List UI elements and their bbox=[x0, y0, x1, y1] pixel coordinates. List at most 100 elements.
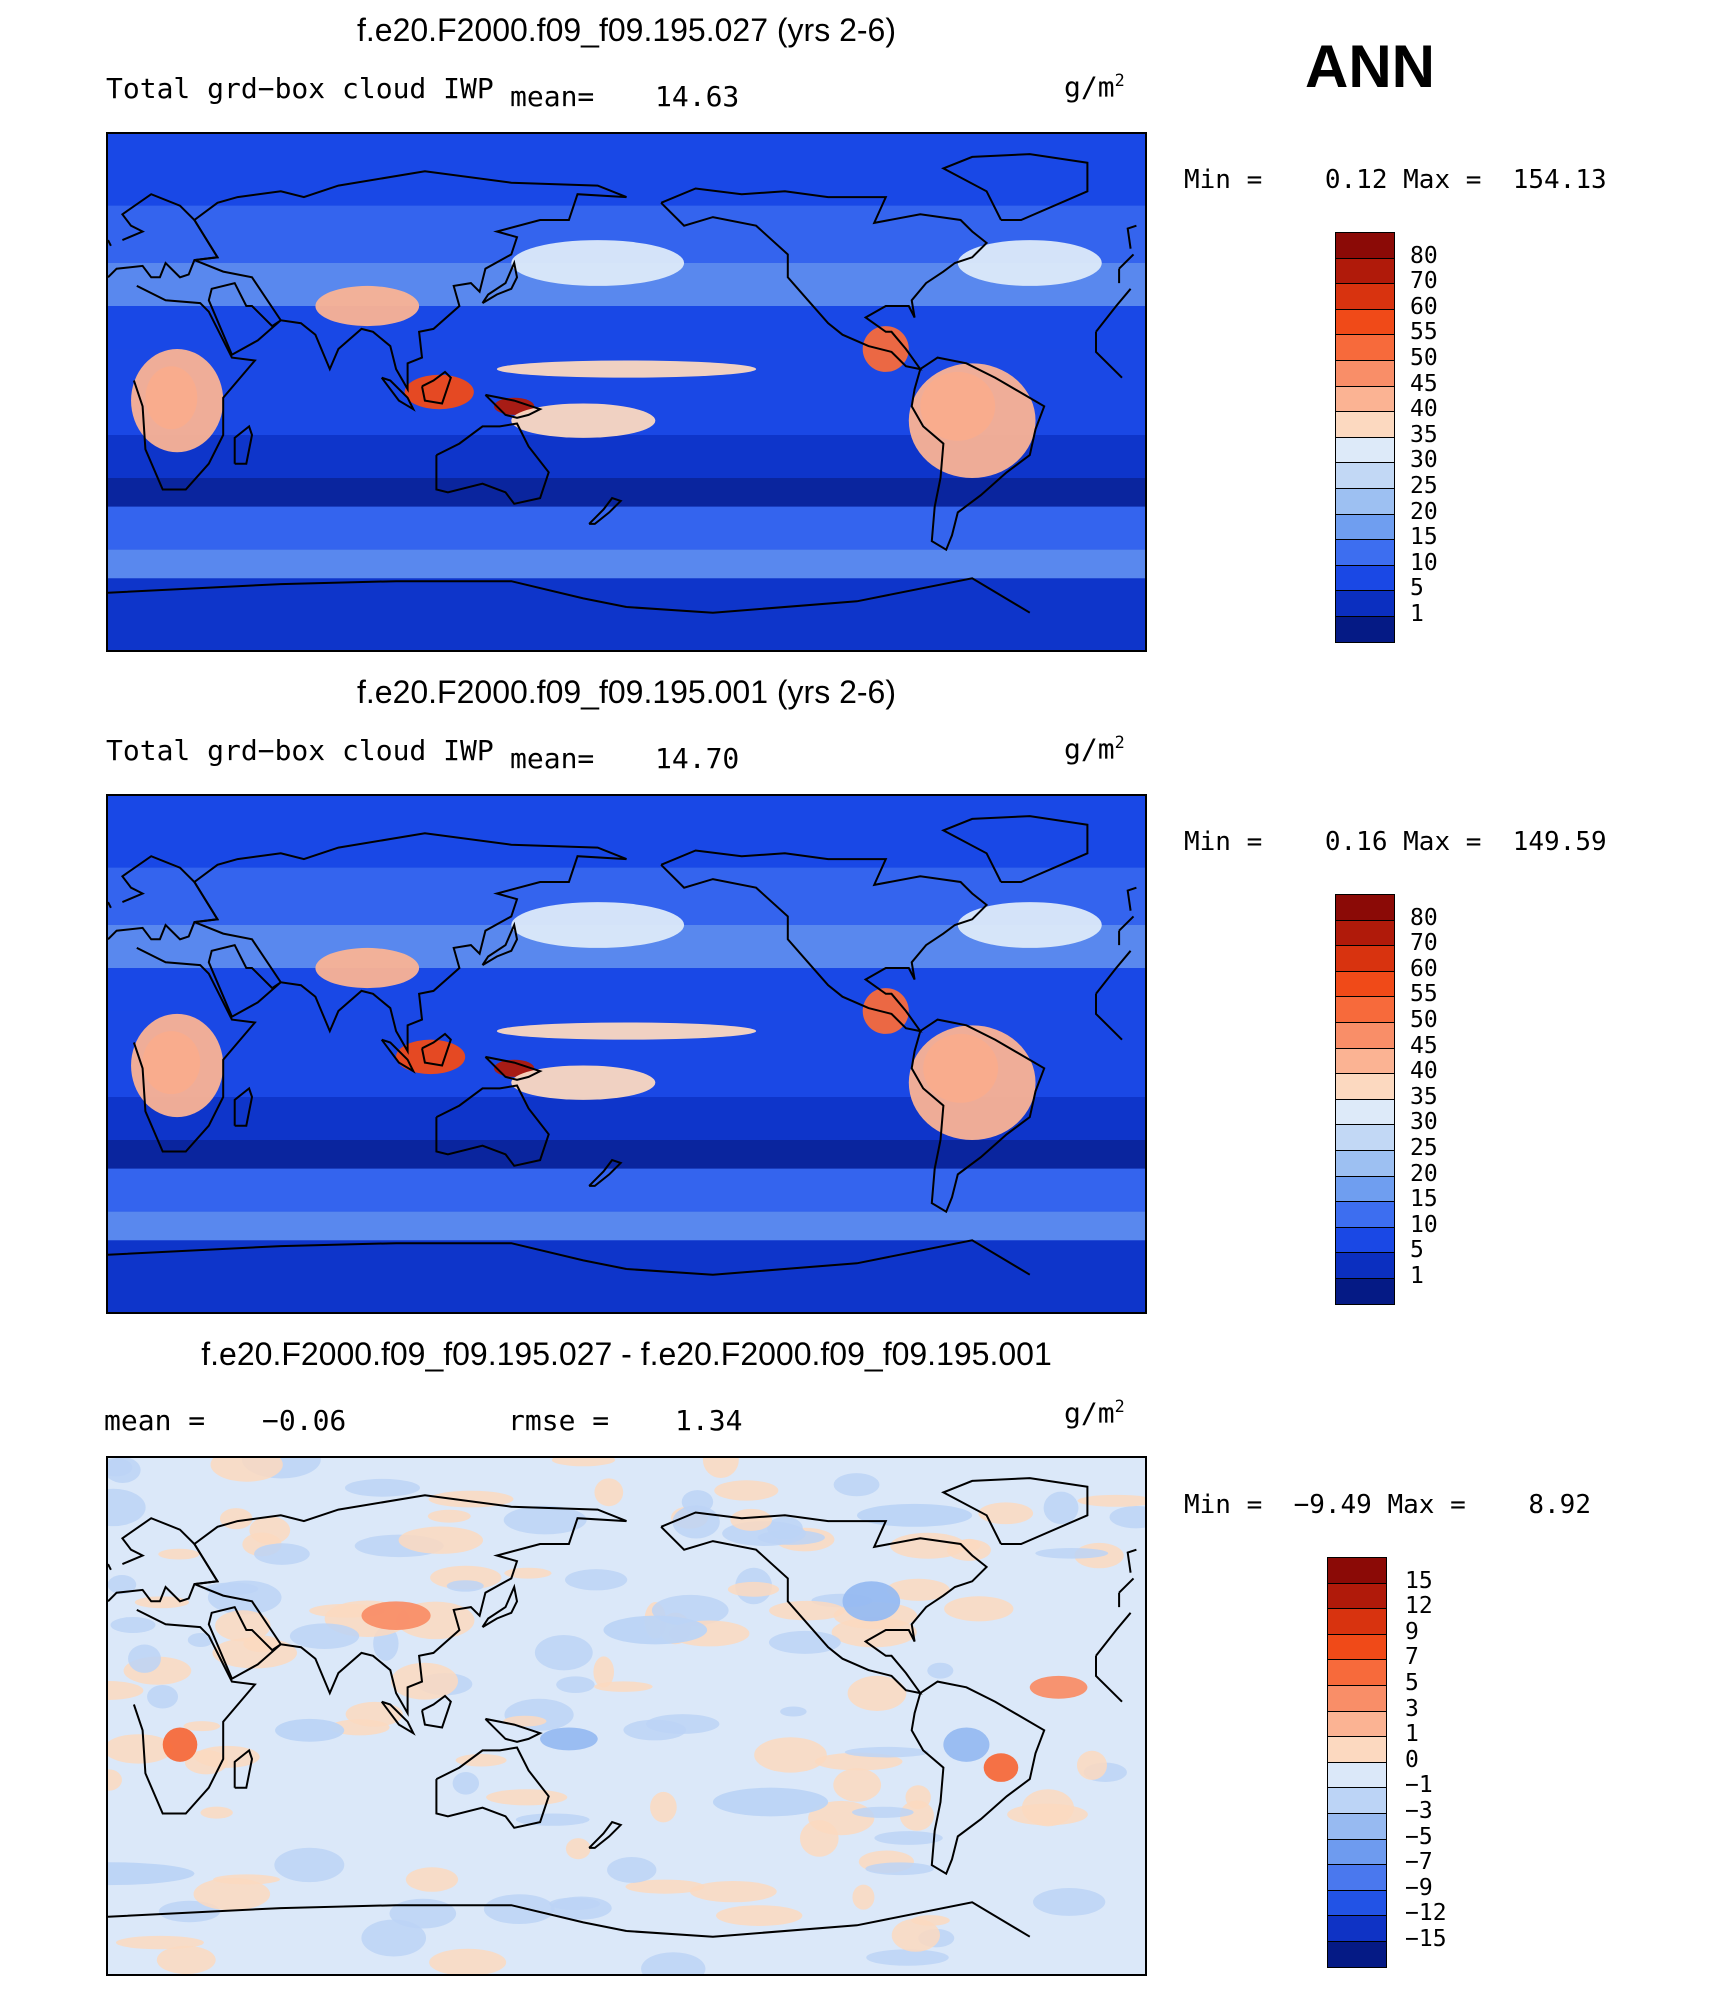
lat-band bbox=[108, 968, 1145, 1011]
panel1-mean-label: mean= bbox=[510, 80, 595, 113]
diff-patch bbox=[551, 1458, 616, 1467]
central-africa-outer bbox=[131, 1013, 224, 1118]
colorbar-label: 1 bbox=[1410, 601, 1424, 627]
colorbar-swatch bbox=[1335, 232, 1395, 259]
colorbar-swatch bbox=[1335, 945, 1395, 972]
colorbar-swatch bbox=[1335, 1150, 1395, 1177]
itcz-pacific bbox=[496, 360, 757, 378]
colorbar-swatch bbox=[1335, 308, 1395, 336]
panel3-minmax: Min = −9.49 Max = 8.92 bbox=[1184, 1490, 1591, 1520]
colorbar-swatch bbox=[1335, 283, 1395, 310]
diff-patch bbox=[249, 1516, 291, 1545]
colorbar-swatch bbox=[1327, 1889, 1387, 1917]
colorbar-label: 60 bbox=[1410, 293, 1438, 320]
coastline-uk bbox=[108, 886, 1137, 911]
diff-patch bbox=[134, 1596, 190, 1609]
colorbar-swatch bbox=[1335, 539, 1395, 566]
diff-patch bbox=[641, 1952, 706, 1974]
diff-patch bbox=[405, 1867, 459, 1892]
diff-patch bbox=[361, 1919, 427, 1957]
panel3-units: g/m2 bbox=[1064, 1396, 1125, 1430]
colorbar-label: 15 bbox=[1405, 1567, 1433, 1594]
colorbar-label: 30 bbox=[1410, 1109, 1438, 1136]
season-label: ANN bbox=[1305, 33, 1435, 100]
panel3-rmse-value: 1.34 bbox=[675, 1404, 743, 1437]
diff-patch bbox=[866, 1949, 949, 1966]
coastline-asia bbox=[193, 170, 627, 393]
diff-patch bbox=[833, 1473, 880, 1497]
diff-patch bbox=[716, 1905, 803, 1926]
diff-patch bbox=[187, 1632, 214, 1647]
diff-patch bbox=[1109, 1505, 1145, 1529]
coastline-south-america bbox=[910, 1680, 1046, 1876]
diff-patch bbox=[1043, 1491, 1079, 1525]
diff-patch bbox=[702, 1458, 739, 1478]
colorbar-swatch bbox=[1335, 513, 1395, 541]
diff-patch bbox=[565, 1569, 628, 1591]
colorbar-label: −15 bbox=[1405, 1926, 1447, 1952]
coastline-africa bbox=[132, 285, 1132, 491]
colorbar-swatch bbox=[1335, 436, 1395, 464]
diff-patch bbox=[158, 1548, 200, 1560]
lat-band bbox=[108, 306, 1145, 349]
coastline-south-america bbox=[910, 356, 1046, 552]
colorbar-swatch bbox=[1335, 1226, 1395, 1254]
coastline-borneo bbox=[421, 1032, 452, 1067]
colorbar-swatch bbox=[1335, 1073, 1395, 1100]
panel1-title: f.e20.F2000.f09_f09.195.027 (yrs 2-6) bbox=[356, 12, 896, 48]
panel3-title: f.e20.F2000.f09_f09.195.027 - f.e20.F200… bbox=[201, 1336, 1052, 1372]
colorbar-swatch bbox=[1335, 1047, 1395, 1075]
diff-patch bbox=[108, 1734, 174, 1764]
panel2-map bbox=[106, 794, 1147, 1314]
diff-patch bbox=[890, 1532, 966, 1559]
coastline-africa bbox=[132, 1609, 1132, 1815]
diff-patch bbox=[768, 1630, 841, 1654]
colorbar-label: 50 bbox=[1410, 345, 1438, 371]
north-atlantic-storm bbox=[957, 902, 1102, 948]
panel3-mean-label: mean = bbox=[104, 1404, 206, 1437]
coastline-new-zealand bbox=[588, 1158, 623, 1187]
colorbar-swatch bbox=[1327, 1582, 1387, 1610]
coastline-greenland bbox=[941, 153, 1089, 221]
colorbar-swatch bbox=[1327, 1838, 1387, 1866]
diff-patch bbox=[515, 1813, 590, 1826]
panel3-map bbox=[106, 1456, 1147, 1976]
coastline-japan bbox=[481, 259, 519, 304]
lat-band bbox=[108, 549, 1145, 579]
diff-patch bbox=[565, 1838, 591, 1860]
diff-patch bbox=[108, 1488, 146, 1527]
lat-band bbox=[108, 578, 1145, 650]
colorbar-label: 5 bbox=[1405, 1670, 1419, 1696]
new-guinea-max bbox=[493, 1059, 535, 1077]
colorbar-swatch bbox=[1327, 1633, 1387, 1661]
panel1-map-svg bbox=[108, 134, 1145, 650]
diff-patch bbox=[645, 1714, 720, 1734]
diff-patch bbox=[852, 1884, 875, 1910]
coastline-new-guinea bbox=[484, 1055, 543, 1081]
coastline-asia bbox=[193, 1494, 627, 1717]
north-pacific-positive bbox=[603, 1615, 708, 1645]
coastline-asia bbox=[193, 832, 627, 1055]
tibet-plateau bbox=[315, 285, 420, 327]
colorbar-swatch bbox=[1327, 1915, 1387, 1942]
colorbar-label: 70 bbox=[1410, 930, 1438, 957]
colorbar-label: 35 bbox=[1410, 421, 1438, 448]
coastline-africa bbox=[132, 947, 1132, 1153]
diff-patch bbox=[429, 1948, 507, 1974]
south-america-negative bbox=[983, 1753, 1019, 1782]
colorbar-swatch bbox=[1335, 257, 1395, 285]
coastline-north-america bbox=[660, 187, 989, 371]
colorbar-swatch bbox=[1335, 564, 1395, 592]
diff-patch bbox=[927, 1662, 954, 1679]
coastline-new-guinea bbox=[484, 1717, 543, 1743]
colorbar-label: 55 bbox=[1410, 981, 1438, 1008]
south-pacific-positive bbox=[712, 1787, 829, 1817]
colorbar-label: 60 bbox=[1410, 955, 1438, 982]
colorbar-label: 12 bbox=[1405, 1593, 1433, 1620]
coastline-europe bbox=[108, 193, 1135, 284]
colorbar-label: 55 bbox=[1410, 319, 1438, 346]
colorbar-swatch bbox=[1335, 1124, 1395, 1151]
panel3-mean-value: −0.06 bbox=[262, 1404, 347, 1437]
diff-patch bbox=[108, 1575, 137, 1595]
diff-patch bbox=[158, 1900, 221, 1923]
